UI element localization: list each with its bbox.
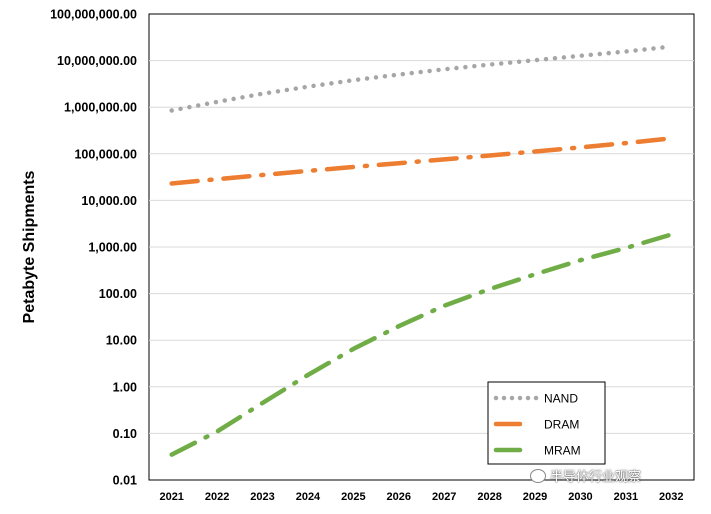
y-tick-label: 100.00	[99, 287, 137, 301]
y-tick-label: 100,000.00	[74, 147, 137, 161]
x-tick-label: 2028	[477, 491, 501, 503]
x-tick-labels: 2021 2022 2023 2024 2025 2026 2027 2028 2029 2030…	[159, 491, 683, 503]
legend-label-mram: MRAM	[544, 444, 581, 458]
x-tick-label: 2032	[659, 491, 683, 503]
series-line-mram	[169, 232, 674, 457]
watermark-text: 半导体行业观察	[550, 470, 642, 485]
x-tick-label: 2026	[387, 491, 411, 503]
y-tick-label: 1,000.00	[88, 241, 137, 255]
series-line-nand	[169, 44, 674, 113]
x-tick-label: 2031	[614, 491, 638, 503]
y-tick-label: 1,000,000.00	[64, 101, 137, 115]
gridlines	[149, 60, 694, 434]
x-tick-label: 2023	[250, 491, 274, 503]
x-tick-label: 2030	[568, 491, 592, 503]
legend-label-dram: DRAM	[544, 418, 579, 432]
x-tick-label: 2027	[432, 491, 456, 503]
x-tick-label: 2022	[205, 491, 229, 503]
y-tick-label: 0.01	[113, 474, 137, 488]
y-axis-label: Petabyte Shipments	[21, 170, 38, 323]
x-tick-label: 2025	[341, 491, 365, 503]
y-tick-labels: 100,000,000.00 10,000,000.00 1,000,000.00 1…	[50, 8, 137, 488]
x-tick-label: 2029	[523, 491, 547, 503]
wechat-icon	[530, 468, 546, 483]
x-tick-label: 2024	[296, 491, 321, 503]
y-tick-label: 1.00	[113, 380, 137, 394]
watermark: 半导体行业观察	[530, 466, 641, 485]
x-tick-label: 2021	[159, 491, 183, 503]
y-tick-label: 10.00	[106, 334, 137, 348]
y-tick-label: 10,000.00	[81, 194, 137, 208]
series-lines	[169, 44, 674, 457]
y-tick-label: 0.10	[113, 427, 137, 441]
legend-label-nand: NAND	[544, 392, 578, 406]
y-tick-label: 10,000,000.00	[57, 54, 137, 68]
y-tick-label: 100,000,000.00	[50, 8, 137, 22]
legend: NAND DRAM MRAM	[487, 381, 606, 465]
series-line-dram	[169, 136, 674, 186]
